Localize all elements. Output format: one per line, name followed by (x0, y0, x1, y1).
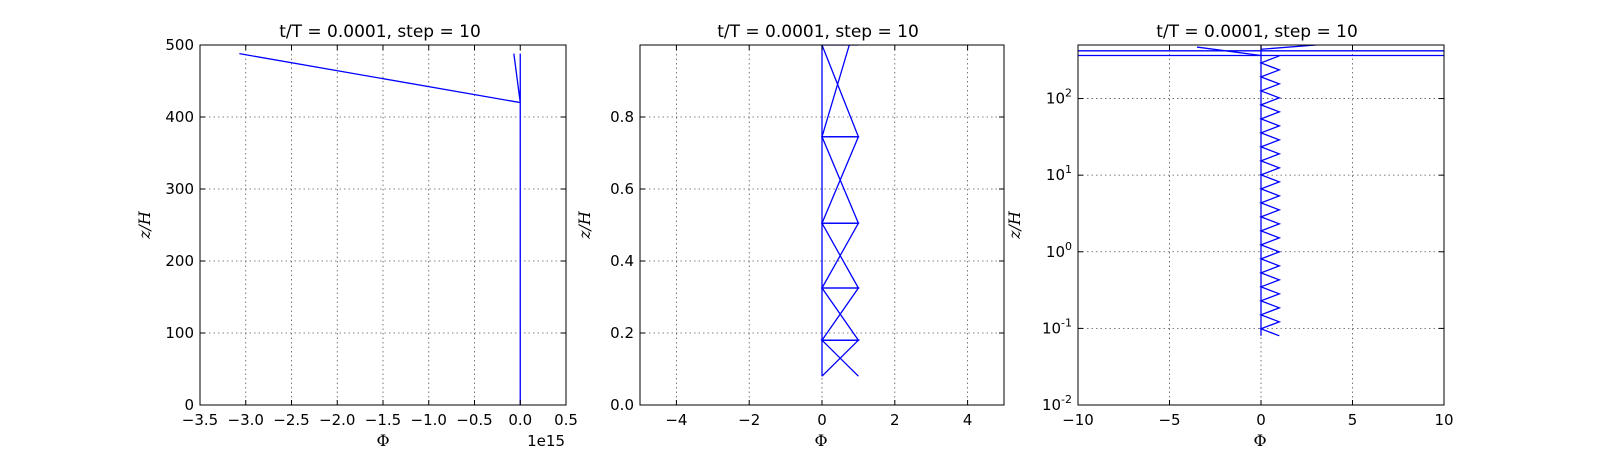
y-tick-label: 100 (1046, 240, 1072, 261)
x-tick-label: −2.0 (319, 411, 355, 429)
series-line-4 (1196, 46, 1262, 57)
panel-2: −4 −2 0 2 4 0.0 0.2 0.4 0.6 0.8 (610, 44, 1005, 429)
series-line-3 (820, 45, 860, 377)
x-tick-label: 0.5 (554, 411, 578, 429)
title-panel-1: t/T = 0.0001, step = 10 (279, 22, 481, 42)
xlabel-panel-2: Φ (814, 431, 827, 450)
x-offset-label-panel-1: 1e15 (527, 432, 565, 450)
y-tick-label: 10-2 (1042, 393, 1072, 414)
x-tick-label: −10 (1062, 411, 1094, 429)
x-tick-label: −1.0 (411, 411, 447, 429)
x-tick-label: −2 (738, 411, 760, 429)
ylabel-panel-2: z/H (575, 210, 594, 240)
series-zigzag (1259, 55, 1282, 337)
y-tick-label: 200 (165, 252, 194, 270)
series-group (1078, 45, 1444, 337)
x-tick-label: 0.0 (508, 411, 532, 429)
y-tick-label: 102 (1046, 87, 1072, 108)
x-tick-label: 5 (1348, 411, 1358, 429)
x-tick-label: 4 (963, 411, 973, 429)
y-tick-label: 101 (1046, 163, 1072, 184)
y-tick-label: 100 (165, 324, 194, 342)
series-group (239, 52, 522, 405)
x-tick-label: 2 (890, 411, 900, 429)
y-tick-label: 0.8 (610, 108, 634, 126)
xlabel-panel-1: Φ (376, 431, 389, 450)
x-tick-label: 0 (817, 411, 827, 429)
series-line-5 (1260, 45, 1316, 50)
y-tick-label: 0.2 (610, 324, 634, 342)
panel-1: −3.5 −3.0 −2.5 −2.0 −1.5 −1.0 −0.5 0.0 0.5 0 100 20… (165, 36, 578, 429)
panel-3: −10 −5 0 5 10 10-2 10-1 100 101 102 (1042, 44, 1454, 429)
y-tick-label: 300 (165, 180, 194, 198)
title-panel-3: t/T = 0.0001, step = 10 (1156, 22, 1358, 42)
x-tick-label: −1.5 (365, 411, 401, 429)
x-tick-label: 10 (1434, 411, 1453, 429)
x-tick-label: −2.5 (273, 411, 309, 429)
y-tick-label: 0.0 (610, 396, 634, 414)
x-tick-label: −3.0 (228, 411, 264, 429)
series-group (820, 45, 860, 377)
x-tick-label: 0 (1256, 411, 1266, 429)
y-tick-label: 0.6 (610, 180, 634, 198)
y-tick-label: 500 (165, 36, 194, 54)
y-tick-label: 400 (165, 108, 194, 126)
y-tick-label: 0.4 (610, 252, 634, 270)
ylabel-panel-3: z/H (1005, 210, 1024, 240)
x-tick-label: −0.5 (456, 411, 492, 429)
x-tick-label: −3.5 (182, 411, 218, 429)
xlabel-panel-3: Φ (1253, 431, 1266, 450)
x-tick-label: −5 (1158, 411, 1180, 429)
y-tick-label: 0 (184, 396, 194, 414)
title-panel-2: t/T = 0.0001, step = 10 (717, 22, 919, 42)
x-tick-label: −4 (665, 411, 687, 429)
ylabel-panel-1: z/H (135, 210, 154, 240)
series-line-1 (239, 52, 522, 405)
y-tick-label: 10-1 (1042, 316, 1072, 337)
